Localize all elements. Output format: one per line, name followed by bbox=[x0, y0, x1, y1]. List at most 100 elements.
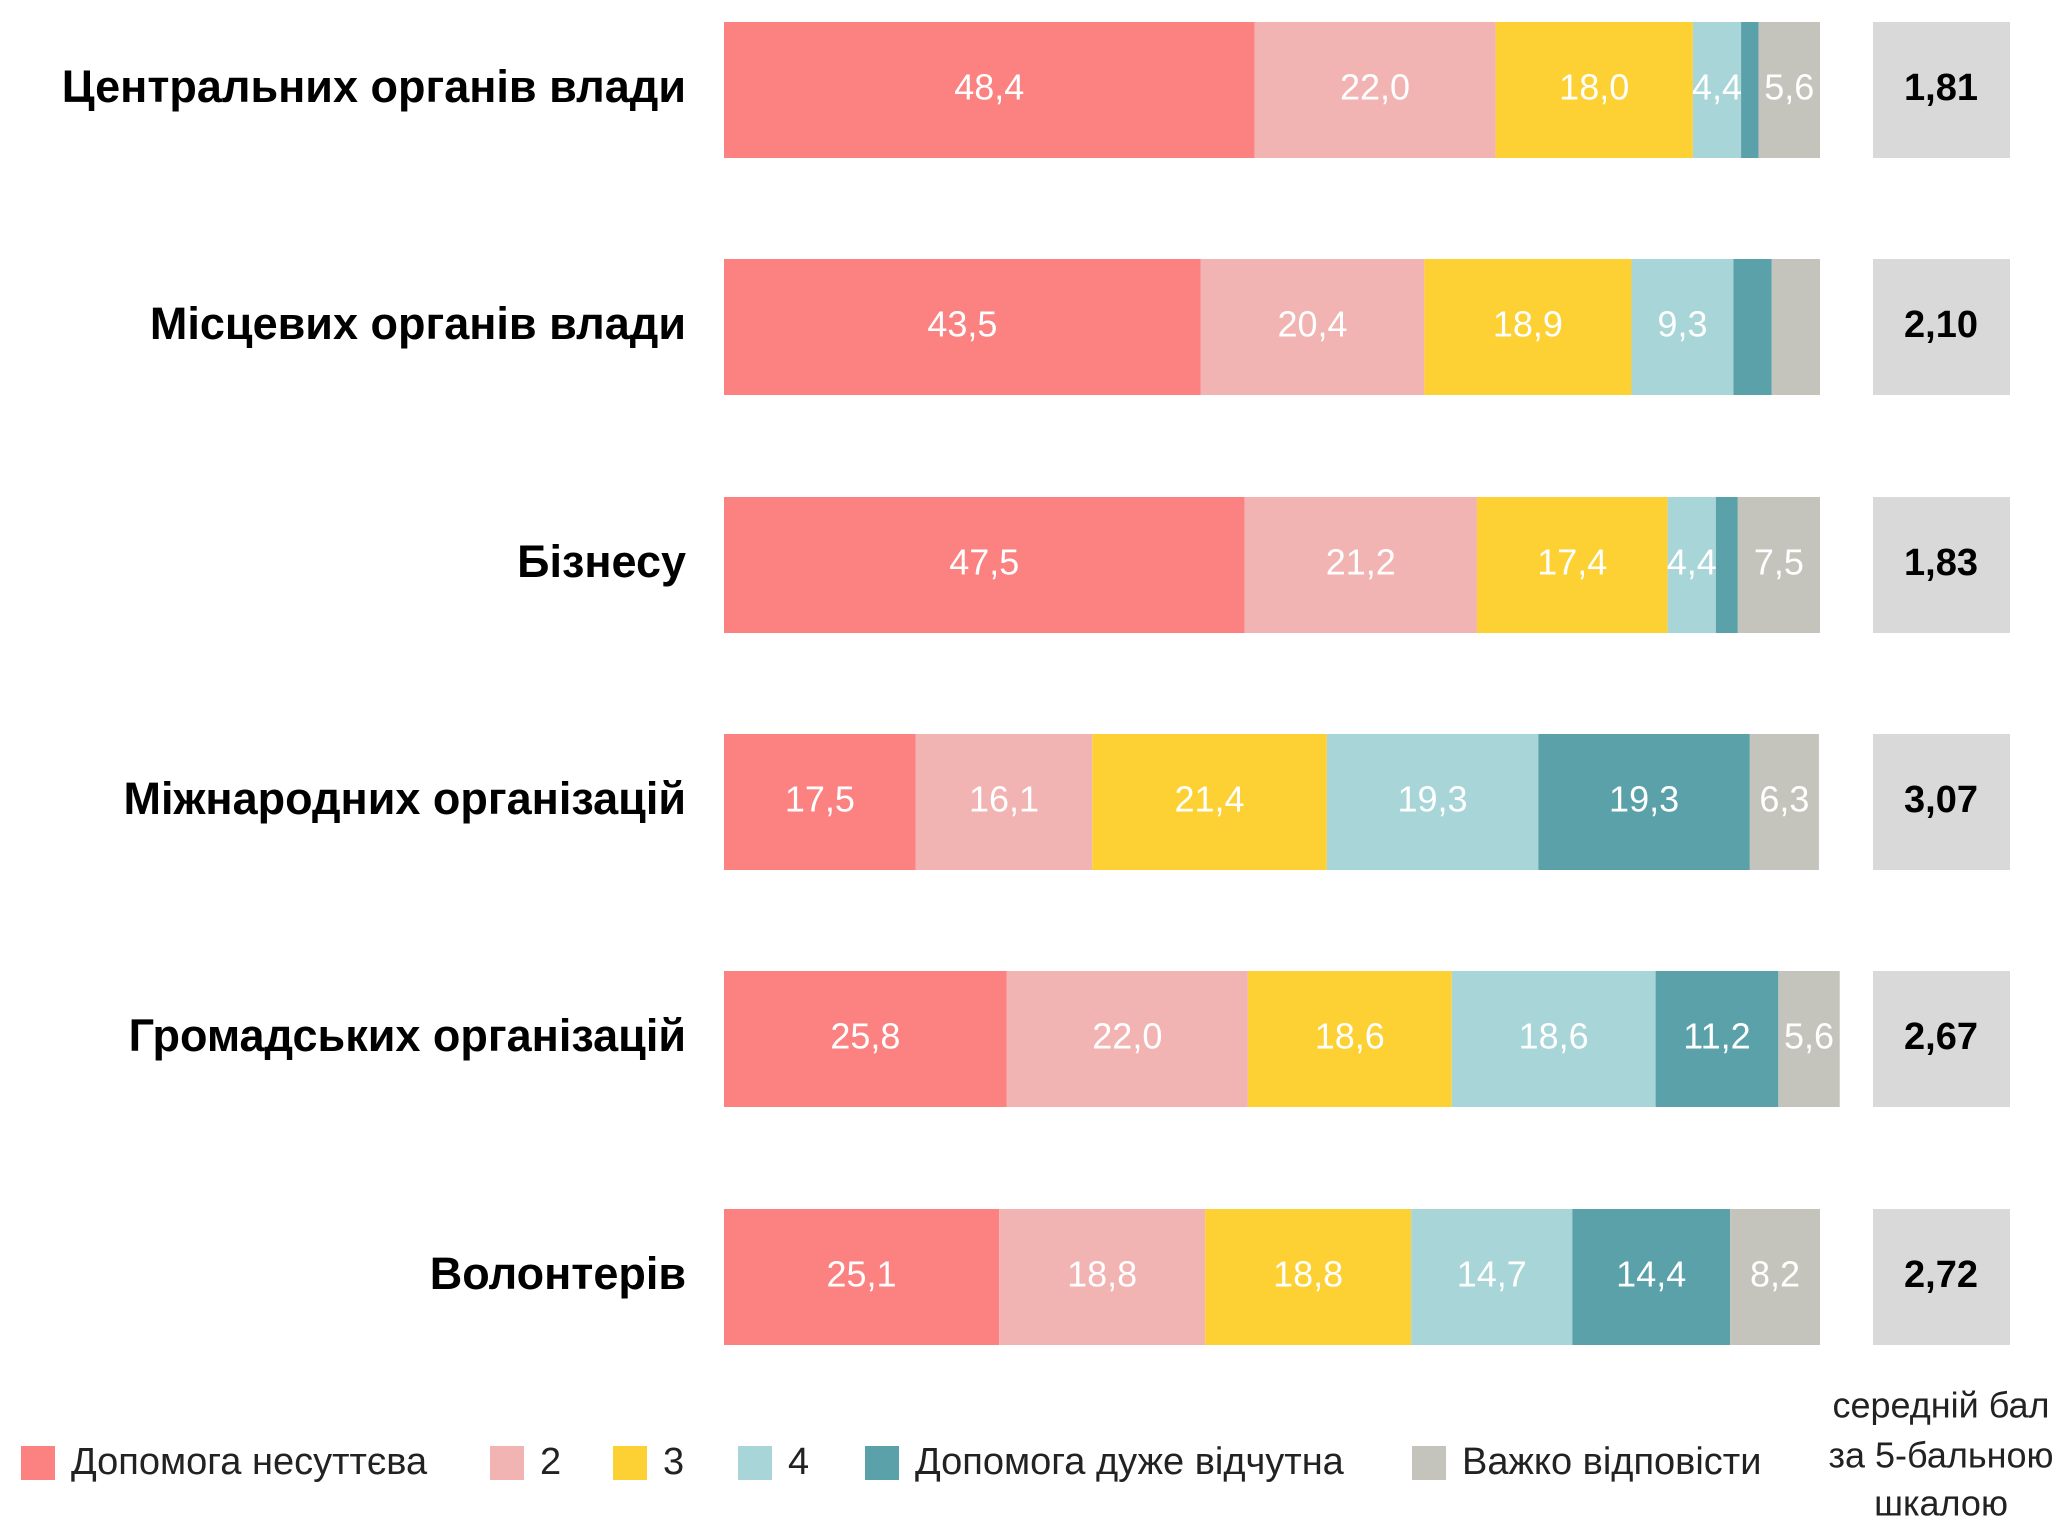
legend-swatch bbox=[490, 1446, 524, 1480]
bar-segment bbox=[1572, 1209, 1731, 1345]
data-label: 14,4 bbox=[1616, 1254, 1686, 1295]
data-label: 18,8 bbox=[1273, 1254, 1343, 1295]
data-label: 22,0 bbox=[1092, 1016, 1162, 1057]
bar-segment bbox=[1247, 971, 1452, 1107]
data-label: 17,5 bbox=[785, 779, 855, 820]
bar-segment bbox=[1451, 971, 1656, 1107]
mean-label: 2,67 bbox=[1904, 1016, 1978, 1058]
data-label: 4,4 bbox=[1692, 67, 1742, 108]
legend-swatch bbox=[738, 1446, 772, 1480]
bar-segment bbox=[1692, 22, 1742, 158]
category-label: Бізнесу bbox=[517, 536, 686, 587]
legend-label: 2 bbox=[540, 1441, 561, 1483]
legend-label: 3 bbox=[663, 1441, 684, 1483]
bar-segment bbox=[724, 259, 1201, 395]
data-label: 11,2 bbox=[1683, 1016, 1750, 1057]
bar-segment bbox=[1424, 259, 1632, 395]
data-label: 8,2 bbox=[1750, 1254, 1800, 1295]
mean-caption: за 5-бальною bbox=[1828, 1435, 2053, 1476]
mean-box bbox=[1873, 734, 2010, 870]
data-label: 5,6 bbox=[1784, 1016, 1834, 1057]
bar-segment bbox=[1715, 497, 1738, 633]
data-label: 18,6 bbox=[1519, 1016, 1589, 1057]
data-label: 14,7 bbox=[1457, 1254, 1527, 1295]
mean-label: 1,81 bbox=[1904, 67, 1978, 109]
category-label: Місцевих органів влади bbox=[150, 298, 686, 349]
data-label: 18,0 bbox=[1559, 67, 1629, 108]
legend-label: Важко відповісти bbox=[1462, 1441, 1761, 1483]
bar-segment bbox=[724, 971, 1007, 1107]
data-label: 18,8 bbox=[1067, 1254, 1137, 1295]
bar-segment bbox=[999, 1209, 1206, 1345]
legend-swatch bbox=[21, 1446, 55, 1480]
legend-label: Допомога несуттєва bbox=[71, 1441, 428, 1483]
category-label: Міжнародних організацій bbox=[124, 773, 686, 824]
data-label: 4,4 bbox=[1667, 542, 1717, 583]
data-label: 19,3 bbox=[1398, 779, 1468, 820]
mean-box bbox=[1873, 259, 2010, 395]
bar-segment bbox=[1326, 734, 1539, 870]
bar-segment bbox=[1495, 22, 1693, 158]
legend-swatch bbox=[1412, 1446, 1446, 1480]
data-label: 25,1 bbox=[827, 1254, 897, 1295]
data-label: 20,4 bbox=[1278, 304, 1348, 345]
data-label: 22,0 bbox=[1340, 67, 1410, 108]
mean-box bbox=[1873, 1209, 2010, 1345]
bar-segment bbox=[1476, 497, 1668, 633]
data-label: 21,4 bbox=[1174, 779, 1244, 820]
data-label: 18,6 bbox=[1315, 1016, 1385, 1057]
data-label: 43,5 bbox=[927, 304, 997, 345]
legend-swatch bbox=[865, 1446, 899, 1480]
data-label: 16,1 bbox=[969, 779, 1039, 820]
mean-caption: шкалою bbox=[1874, 1483, 2008, 1524]
mean-label: 3,07 bbox=[1904, 779, 1978, 821]
bar-segment bbox=[1667, 497, 1716, 633]
mean-caption: середній бал bbox=[1832, 1385, 2049, 1426]
legend-swatch bbox=[613, 1446, 647, 1480]
bar-segment bbox=[1254, 22, 1496, 158]
data-label: 5,6 bbox=[1764, 67, 1814, 108]
bar-segment bbox=[724, 1209, 1000, 1345]
bar-segment bbox=[1771, 259, 1820, 395]
data-label: 17,4 bbox=[1537, 542, 1607, 583]
bar-segment bbox=[1741, 22, 1759, 158]
bar-segment bbox=[1737, 497, 1820, 633]
bar-segment bbox=[1655, 971, 1779, 1107]
data-label: 6,3 bbox=[1759, 779, 1809, 820]
bar-segment bbox=[1538, 734, 1750, 870]
data-label: 19,3 bbox=[1609, 779, 1679, 820]
data-label: 21,2 bbox=[1326, 542, 1396, 583]
bar-segment bbox=[1244, 497, 1477, 633]
category-label: Громадських організацій bbox=[129, 1010, 686, 1061]
bar-segment bbox=[1205, 1209, 1412, 1345]
bar-segment bbox=[1006, 971, 1248, 1107]
mean-box bbox=[1873, 971, 2010, 1107]
legend-label: Допомога дуже відчутна bbox=[915, 1441, 1345, 1483]
bar-segment bbox=[1631, 259, 1734, 395]
data-label: 48,4 bbox=[954, 67, 1024, 108]
legend-label: 4 bbox=[788, 1441, 809, 1483]
bar-segment bbox=[1411, 1209, 1573, 1345]
data-label: 7,5 bbox=[1754, 542, 1804, 583]
data-label: 18,9 bbox=[1493, 304, 1563, 345]
bar-segment bbox=[1200, 259, 1425, 395]
bar-segment bbox=[724, 497, 1245, 633]
bar-segment bbox=[915, 734, 1093, 870]
mean-label: 2,10 bbox=[1904, 304, 1978, 346]
bar-segment bbox=[724, 734, 916, 870]
bar-segment bbox=[1730, 1209, 1820, 1345]
bar-segment bbox=[1778, 971, 1840, 1107]
category-label: Волонтерів bbox=[430, 1248, 686, 1299]
bar-segment bbox=[1733, 259, 1772, 395]
data-label: 25,8 bbox=[830, 1016, 900, 1057]
bar-segment bbox=[1758, 22, 1820, 158]
mean-label: 1,83 bbox=[1904, 542, 1978, 584]
category-label: Центральних органів влади bbox=[62, 61, 686, 112]
mean-box bbox=[1873, 497, 2010, 633]
bar-segment bbox=[724, 22, 1255, 158]
bar-segment bbox=[1092, 734, 1327, 870]
data-label: 9,3 bbox=[1657, 304, 1707, 345]
bar-segment bbox=[1749, 734, 1819, 870]
mean-box bbox=[1873, 22, 2010, 158]
